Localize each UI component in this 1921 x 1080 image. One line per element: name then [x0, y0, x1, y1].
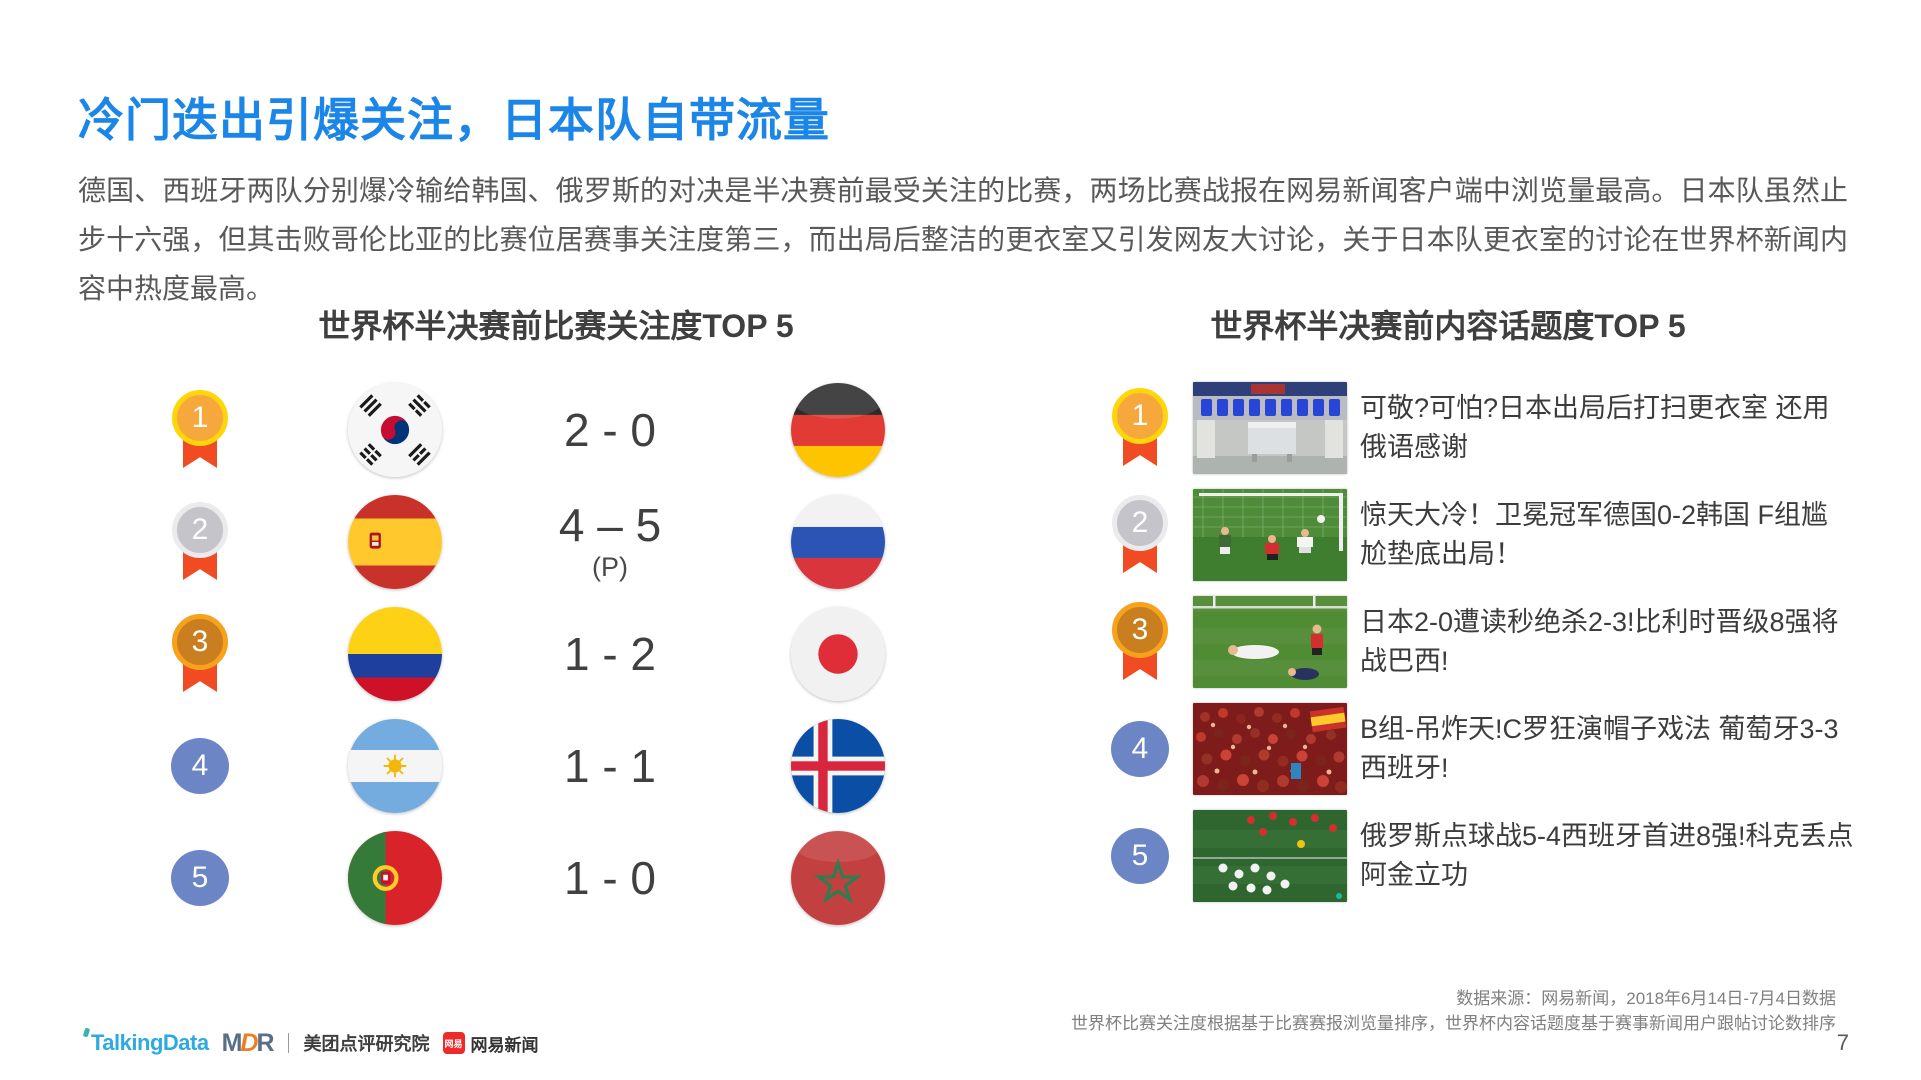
left-panel-title: 世界杯半决赛前比赛关注度TOP 5 [318, 308, 794, 344]
page-number: 7 [1836, 1030, 1849, 1055]
japan-belgium-match-photo [1193, 596, 1347, 688]
mdr-letter-r: R [256, 1028, 274, 1057]
rank-number: 4 [191, 749, 209, 782]
rank-number: 4 [1131, 732, 1149, 765]
netease-news-logo-text: 网易新闻 [470, 1035, 539, 1055]
flag-japan-icon [791, 607, 885, 701]
right-panel-title: 世界杯半决赛前内容话题度TOP 5 [1210, 308, 1686, 344]
japan-locker-room-photo [1193, 382, 1347, 474]
netease-news-logo: 网易 网易新闻 [442, 1031, 539, 1056]
germany-korea-goal-photo [1193, 489, 1347, 581]
gold-medal-icon: 1 [172, 390, 228, 474]
mdr-logo: MDR [221, 1028, 275, 1058]
rank-number: 3 [191, 625, 209, 658]
rank-badge: 4 [171, 738, 229, 794]
flag-portugal-icon [348, 831, 442, 925]
rank-number: 1 [1131, 399, 1149, 432]
logo-divider [287, 1033, 289, 1053]
gold-medal-icon: 1 [1112, 388, 1168, 472]
flag-russia-icon [791, 495, 885, 589]
meituan-dianping-institute-logo-text: 美团点评研究院 [303, 1034, 430, 1054]
talkingdata-logo-text: TalkingData [91, 1030, 209, 1055]
flag-colombia-icon [348, 607, 442, 701]
match-score: 1 - 0 [500, 851, 720, 905]
page-title: 冷门迭出引爆关注，日本队自带流量 [78, 94, 830, 146]
portugal-spain-fans-photo [1193, 703, 1347, 795]
match-score: 4 – 5 (P) [500, 498, 720, 582]
mdr-letter-d: D [240, 1028, 258, 1057]
flag-morocco-icon [791, 831, 885, 925]
match-score: 2 - 0 [500, 403, 720, 457]
netease-badge-icon: 网易 [442, 1032, 465, 1054]
silver-medal-icon: 2 [172, 502, 228, 586]
score-text: 1 - 2 [563, 628, 657, 680]
score-text: 1 - 1 [563, 740, 657, 792]
rank-number: 5 [1131, 839, 1149, 872]
rank-number: 2 [191, 513, 209, 546]
russia-spain-celebration-photo [1193, 810, 1347, 902]
talkingdata-tick-icon [82, 1027, 91, 1038]
flag-iceland-icon [791, 719, 885, 813]
rank-badge: 5 [171, 850, 229, 906]
bronze-medal-icon: 3 [172, 614, 228, 698]
flag-argentina-icon [348, 719, 442, 813]
flag-germany-icon [791, 383, 885, 477]
rank-badge: 4 [1111, 721, 1169, 777]
mdr-letter-m: M [221, 1028, 243, 1057]
news-headline: B组-吊炸天!C罗狂演帽子戏法 葡萄牙3-3西班牙! [1360, 714, 1839, 783]
news-headline: 惊天大冷！卫冕冠军德国0-2韩国 F组尴尬垫底出局！ [1360, 500, 1829, 569]
penalty-note: (P) [592, 552, 628, 582]
rank-badge: 5 [1111, 828, 1169, 884]
rank-number: 5 [191, 861, 209, 894]
source-line-1: 数据来源：网易新闻，2018年6月14日-7月4日数据 [1456, 989, 1836, 1008]
flag-spain-icon [348, 495, 442, 589]
score-text: 4 – 5 [558, 499, 662, 551]
silver-medal-icon: 2 [1112, 495, 1168, 579]
news-headline: 可敬?可怕?日本出局后打扫更衣室 还用俄语感谢 [1360, 393, 1830, 462]
rank-number: 3 [1131, 613, 1149, 646]
source-line-2: 世界杯比赛关注度根据基于比赛赛报浏览量排序，世界杯内容话题度基于赛事新闻用户跟帖… [1071, 1014, 1836, 1033]
score-text: 1 - 0 [563, 852, 657, 904]
news-headline: 俄罗斯点球战5-4西班牙首进8强!科克丢点阿金立功 [1360, 821, 1854, 890]
flag-south-korea-icon [348, 383, 442, 477]
score-text: 2 - 0 [563, 404, 657, 456]
footer-logos: TalkingData MDR 美团点评研究院 网易 网易新闻 [82, 1027, 539, 1058]
match-score: 1 - 2 [500, 627, 720, 681]
data-source-note: 数据来源：网易新闻，2018年6月14日-7月4日数据 世界杯比赛关注度根据基于… [1071, 986, 1836, 1036]
talkingdata-logo: TalkingData [82, 1027, 209, 1056]
rank-number: 2 [1131, 506, 1149, 539]
intro-paragraph: 德国、西班牙两队分别爆冷输给韩国、俄罗斯的对决是半决赛前最受关注的比赛，两场比赛… [78, 175, 1848, 304]
bronze-medal-icon: 3 [1112, 602, 1168, 686]
match-score: 1 - 1 [500, 739, 720, 793]
news-headline: 日本2-0遭读秒绝杀2-3!比利时晋级8强将战巴西! [1360, 607, 1839, 676]
rank-number: 1 [191, 401, 209, 434]
